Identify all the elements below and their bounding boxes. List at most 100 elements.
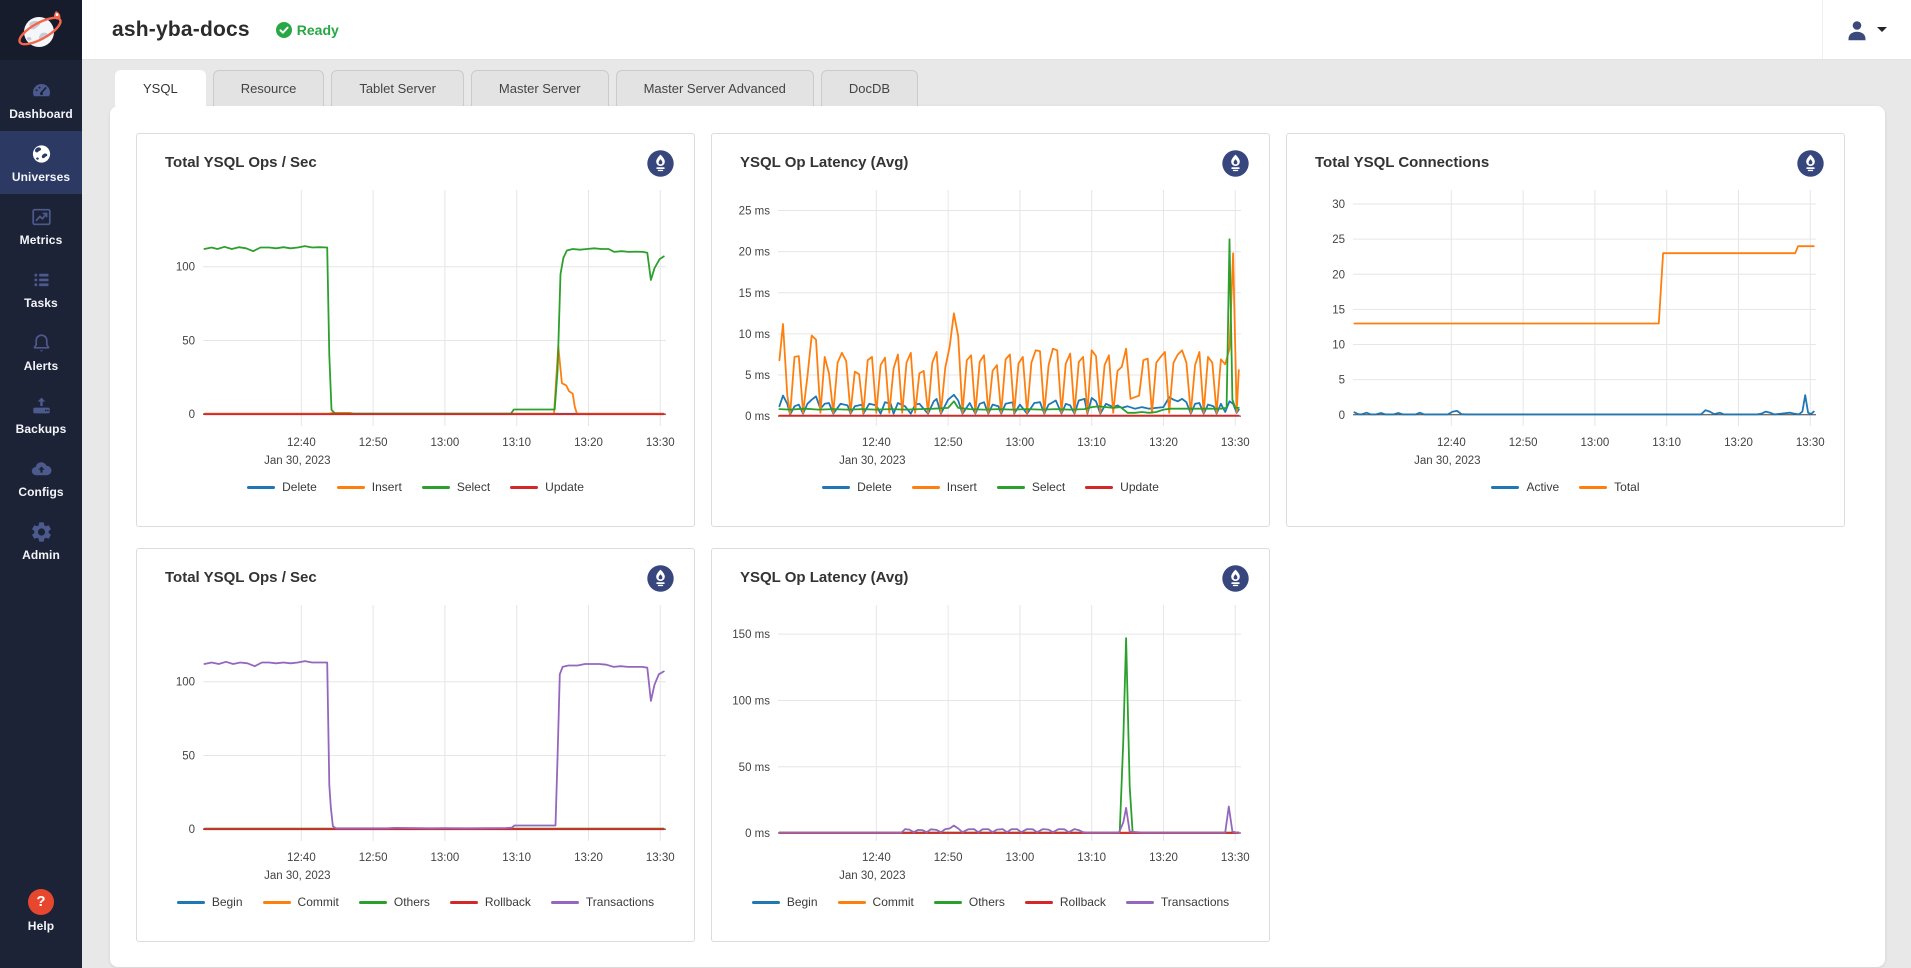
rocket-globe-logo <box>14 5 68 55</box>
chart-legend: Delete Insert Select Update <box>732 480 1249 494</box>
svg-text:Jan 30, 2023: Jan 30, 2023 <box>264 455 331 467</box>
legend-item[interactable]: Update <box>510 480 584 494</box>
legend-item[interactable]: Active <box>1491 480 1559 494</box>
legend-label: Others <box>969 895 1005 909</box>
tab-resource[interactable]: Resource <box>213 70 325 106</box>
tab-panel: Total YSQL Ops / Sec12:40Jan 30, 202312:… <box>110 106 1885 967</box>
backups-icon <box>29 394 54 418</box>
tab-tablet-server[interactable]: Tablet Server <box>331 70 464 106</box>
legend-item[interactable]: Others <box>359 895 430 909</box>
sidebar-item-label: Alerts <box>24 359 59 373</box>
legend-item[interactable]: Commit <box>838 895 914 909</box>
sidebar-item-backups[interactable]: Backups <box>0 383 82 446</box>
tab-ysql[interactable]: YSQL <box>115 70 206 106</box>
legend-label: Total <box>1614 480 1639 494</box>
legend-label: Insert <box>372 480 402 494</box>
svg-text:13:00: 13:00 <box>1006 852 1035 864</box>
legend-swatch <box>177 901 205 904</box>
legend-item[interactable]: Total <box>1579 480 1639 494</box>
prometheus-icon[interactable] <box>1222 150 1249 182</box>
legend-item[interactable]: Transactions <box>551 895 654 909</box>
legend-item[interactable]: Commit <box>263 895 339 909</box>
prometheus-icon[interactable] <box>1222 565 1249 597</box>
user-menu[interactable] <box>1823 19 1911 41</box>
legend-item[interactable]: Select <box>997 480 1065 494</box>
chart-title: YSQL Op Latency (Avg) <box>740 565 908 586</box>
chart-card: Total YSQL Connections 12:40Jan 30, 20231… <box>1286 133 1845 527</box>
legend-swatch <box>1085 486 1113 489</box>
sidebar-item-label: Admin <box>22 548 60 562</box>
legend-swatch <box>450 901 478 904</box>
sidebar-item-label: Configs <box>18 485 63 499</box>
svg-text:25: 25 <box>1332 234 1345 246</box>
chart-title: YSQL Op Latency (Avg) <box>740 150 908 171</box>
svg-text:12:40: 12:40 <box>862 437 891 449</box>
legend-item[interactable]: Rollback <box>450 895 531 909</box>
chart-legend: Begin Commit Others Rollback Transactions <box>732 895 1249 909</box>
status-badge: Ready <box>276 22 339 38</box>
prometheus-icon[interactable] <box>647 150 674 182</box>
legend-item[interactable]: Delete <box>822 480 892 494</box>
chart-card: Total YSQL Ops / Sec12:40Jan 30, 202312:… <box>136 133 695 527</box>
legend-swatch <box>422 486 450 489</box>
sidebar-item-dashboard[interactable]: Dashboard <box>0 68 82 131</box>
sidebar-item-metrics[interactable]: Metrics <box>0 194 82 257</box>
status-label: Ready <box>297 22 339 38</box>
legend-item[interactable]: Begin <box>752 895 818 909</box>
legend-item[interactable]: Delete <box>247 480 317 494</box>
sidebar-item-label: Backups <box>16 422 67 436</box>
legend-label: Delete <box>857 480 892 494</box>
chart-canvas[interactable]: 12:40Jan 30, 202312:5013:0013:1013:2013:… <box>157 597 676 893</box>
legend-swatch <box>337 486 365 489</box>
chart-canvas[interactable]: 12:40Jan 30, 202312:5013:0013:1013:2013:… <box>157 182 676 478</box>
sidebar-item-configs[interactable]: Configs <box>0 446 82 509</box>
svg-text:12:50: 12:50 <box>934 437 963 449</box>
sidebar-item-alerts[interactable]: Alerts <box>0 320 82 383</box>
legend-item[interactable]: Insert <box>337 480 402 494</box>
svg-text:12:50: 12:50 <box>359 852 388 864</box>
sidebar-item-help[interactable]: ? Help <box>0 879 82 942</box>
svg-text:100 ms: 100 ms <box>732 695 770 707</box>
chart-canvas[interactable]: 12:40Jan 30, 202312:5013:0013:1013:2013:… <box>732 182 1251 478</box>
legend-swatch <box>822 486 850 489</box>
tab-master-server[interactable]: Master Server <box>471 70 609 106</box>
chart-card: YSQL Op Latency (Avg) 12:40Jan 30, 202312… <box>711 548 1270 942</box>
legend-item[interactable]: Rollback <box>1025 895 1106 909</box>
sidebar-item-admin[interactable]: Admin <box>0 509 82 572</box>
prometheus-icon[interactable] <box>647 565 674 597</box>
svg-text:13:00: 13:00 <box>1006 437 1035 449</box>
chart-title: Total YSQL Ops / Sec <box>165 565 317 586</box>
legend-label: Commit <box>298 895 339 909</box>
legend-swatch <box>1579 486 1607 489</box>
legend-item[interactable]: Others <box>934 895 1005 909</box>
legend-item[interactable]: Update <box>1085 480 1159 494</box>
svg-text:13:00: 13:00 <box>431 852 460 864</box>
tab-master-server-advanced[interactable]: Master Server Advanced <box>616 70 814 106</box>
prometheus-icon[interactable] <box>1797 150 1824 182</box>
chart-legend: Active Total <box>1307 480 1824 494</box>
legend-item[interactable]: Select <box>422 480 490 494</box>
svg-text:30: 30 <box>1332 199 1345 211</box>
sidebar-item-tasks[interactable]: Tasks <box>0 257 82 320</box>
legend-label: Begin <box>787 895 818 909</box>
legend-item[interactable]: Insert <box>912 480 977 494</box>
svg-text:13:10: 13:10 <box>502 437 531 449</box>
legend-item[interactable]: Begin <box>177 895 243 909</box>
legend-swatch <box>912 486 940 489</box>
chart-canvas[interactable]: 12:40Jan 30, 202312:5013:0013:1013:2013:… <box>732 597 1251 893</box>
legend-label: Insert <box>947 480 977 494</box>
legend-label: Update <box>1120 480 1159 494</box>
help-icon: ? <box>28 889 54 915</box>
legend-label: Transactions <box>586 895 654 909</box>
svg-text:13:20: 13:20 <box>574 437 603 449</box>
chart-title: Total YSQL Connections <box>1315 150 1489 171</box>
svg-text:12:40: 12:40 <box>287 437 316 449</box>
header: ash-yba-docs Ready <box>82 0 1911 60</box>
app-logo[interactable] <box>0 0 82 60</box>
legend-item[interactable]: Transactions <box>1126 895 1229 909</box>
chart-canvas[interactable]: 12:40Jan 30, 202312:5013:0013:1013:2013:… <box>1307 182 1826 478</box>
sidebar-item-universes[interactable]: Universes <box>0 131 82 194</box>
chart-title: Total YSQL Ops / Sec <box>165 150 317 171</box>
tab-docdb[interactable]: DocDB <box>821 70 918 106</box>
charts-grid: Total YSQL Ops / Sec12:40Jan 30, 202312:… <box>136 133 1885 942</box>
